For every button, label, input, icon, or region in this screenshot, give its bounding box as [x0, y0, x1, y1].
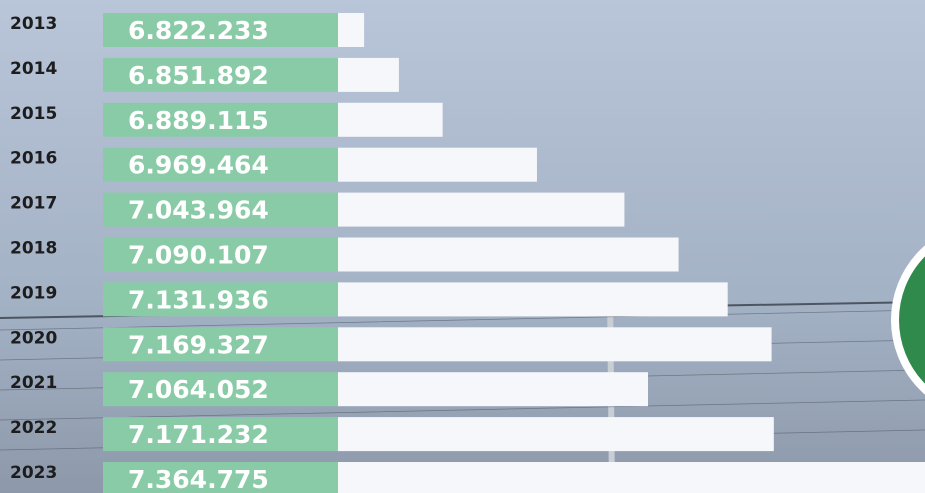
value-label: 7.364.775: [128, 465, 269, 493]
category-label: 2022: [10, 418, 57, 438]
category-label: 2013: [10, 14, 57, 34]
bar: [338, 13, 364, 47]
value-label: 7.131.936: [128, 285, 269, 314]
bar: [338, 238, 679, 272]
bar: [338, 103, 443, 137]
category-label: 2017: [10, 194, 57, 214]
bar: [338, 417, 774, 451]
category-label: 2015: [10, 104, 57, 124]
value-label: 7.043.964: [128, 196, 269, 225]
value-label: 6.889.115: [128, 106, 269, 135]
value-label: 6.851.892: [128, 61, 269, 90]
bar: [338, 327, 772, 361]
bar: [338, 148, 537, 182]
value-label: 7.064.052: [128, 375, 269, 404]
value-label: 7.171.232: [128, 420, 269, 449]
bar: [338, 58, 399, 92]
category-label: 2020: [10, 328, 57, 348]
bar: [338, 282, 728, 316]
category-label: 2021: [10, 373, 57, 393]
value-label: 6.969.464: [128, 151, 269, 180]
chart: 2013 6.822.233 2014 6.851.892 2015 6.889.115 2…: [0, 0, 925, 493]
category-label: 2018: [10, 239, 57, 259]
value-label: 6.822.233: [128, 16, 269, 45]
bar: [338, 372, 648, 406]
bar: [338, 462, 925, 493]
category-label: 2016: [10, 149, 57, 169]
value-label: 7.090.107: [128, 241, 269, 270]
category-label: 2014: [10, 59, 57, 79]
category-label: 2019: [10, 283, 57, 303]
value-label: 7.169.327: [128, 330, 269, 359]
category-label: 2023: [10, 463, 57, 483]
bar: [338, 193, 624, 227]
